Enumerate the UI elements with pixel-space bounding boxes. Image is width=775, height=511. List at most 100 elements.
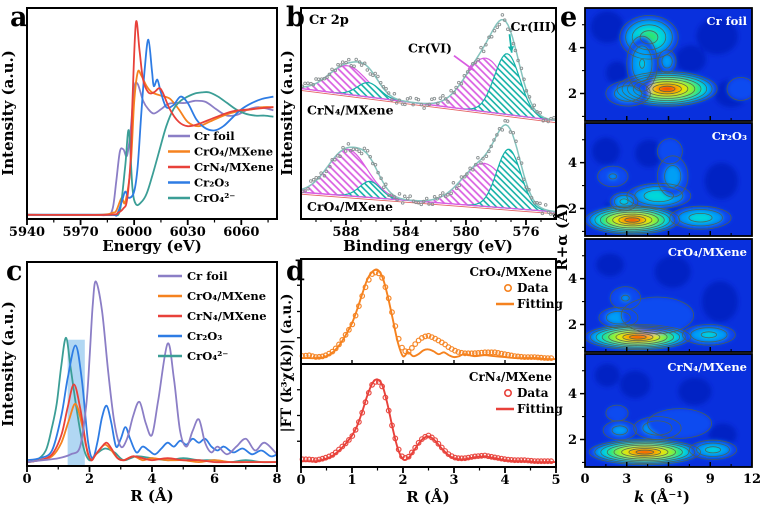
subpanel-CrN₄/MXene xyxy=(297,378,556,465)
svg-text:1: 1 xyxy=(347,473,356,488)
wavelet-map-CrN₄/MXene xyxy=(585,354,752,467)
svg-text:0: 0 xyxy=(296,473,305,488)
svg-text:8: 8 xyxy=(272,472,281,487)
svg-text:584: 584 xyxy=(392,225,419,240)
svg-text:Fitting: Fitting xyxy=(517,297,563,311)
series-Cr₂O₃ xyxy=(27,38,274,217)
svg-text:Cr₂O₃: Cr₂O₃ xyxy=(712,129,747,143)
xanes-series xyxy=(27,20,274,217)
svg-text:Cr₂O₃: Cr₂O₃ xyxy=(194,176,229,190)
svg-text:R+α (Å): R+α (Å) xyxy=(553,203,571,271)
panel-letter-e: e xyxy=(560,2,578,33)
contour-lines xyxy=(605,15,752,107)
svg-text:CrN₄/MXene: CrN₄/MXene xyxy=(307,102,394,117)
panel-b-xps-chart: CrN₄/MXene CrO₄/MXene Cr(VI) Cr(III) Cr 2p 58… xyxy=(278,7,557,255)
svg-text:Cr₂O₃: Cr₂O₃ xyxy=(187,329,222,343)
svg-text:4: 4 xyxy=(568,387,577,402)
panel-c-exafs-chart: 0 2 4 6 8 R (Å) Intensity (a.u.) Cr foil CrO₄/MX… xyxy=(0,261,282,505)
svg-text:Fitting: Fitting xyxy=(517,402,563,416)
svg-text:2: 2 xyxy=(568,202,577,217)
svg-text:CrN₄/MXene: CrN₄/MXene xyxy=(187,309,267,323)
contour-lines xyxy=(585,286,736,351)
svg-text:CrO₄²⁻: CrO₄²⁻ xyxy=(194,191,235,205)
contour-lines xyxy=(585,138,732,235)
svg-text:576: 576 xyxy=(512,225,539,240)
wavelet-map-Cr foil xyxy=(585,8,752,121)
svg-text:2: 2 xyxy=(398,473,407,488)
wavelet-map-CrO₄/MXene xyxy=(585,239,752,352)
svg-text:5940: 5940 xyxy=(9,225,45,240)
svg-text:Cr foil: Cr foil xyxy=(706,14,747,28)
svg-text:0: 0 xyxy=(580,472,589,487)
svg-text:CrO₄/MXene: CrO₄/MXene xyxy=(307,199,393,214)
svg-text:588: 588 xyxy=(332,225,359,240)
svg-text:12: 12 xyxy=(743,472,761,487)
xps-spectra xyxy=(301,13,556,217)
svg-text:Cr(VI): Cr(VI) xyxy=(408,41,452,56)
fit-line xyxy=(300,378,556,464)
svg-text:Cr foil: Cr foil xyxy=(187,269,228,283)
svg-text:0: 0 xyxy=(22,472,31,487)
series-Cr₂O₃ xyxy=(27,344,277,462)
svg-text:Cr foil: Cr foil xyxy=(194,129,235,143)
panel-a-xanes-chart: 5940 5970 6000 6030 6060 Energy (eV) Intensity… xyxy=(0,7,278,255)
peak-cr-vi-2p1-2 xyxy=(301,64,411,103)
svg-text:3: 3 xyxy=(622,472,631,487)
series-CrN₄/MXene xyxy=(27,383,277,464)
x-tick-labels: 0 3 6 9 12 xyxy=(580,472,761,487)
series-CrO₄²⁻ xyxy=(27,91,274,217)
xps-raw-data xyxy=(301,119,556,217)
svg-text:CrO₄/MXene: CrO₄/MXene xyxy=(469,265,552,279)
svg-text:4: 4 xyxy=(500,473,509,488)
legend-CrO₄/MXene: CrO₄/MXene Data Fitting xyxy=(469,265,563,311)
svg-text:Intensity (a.u.): Intensity (a.u.) xyxy=(0,50,17,176)
svg-text:6: 6 xyxy=(664,472,673,487)
legend-CrN₄/MXene: CrN₄/MXene Data Fitting xyxy=(469,370,564,416)
panel-d-fitting-chart: CrO₄/MXene Data Fitting CrN₄/MXene Data Fitti… xyxy=(279,258,563,506)
svg-text:4: 4 xyxy=(568,272,577,287)
svg-text:Cr(III): Cr(III) xyxy=(511,19,557,34)
svg-text:CrO₄/MXene: CrO₄/MXene xyxy=(668,245,747,259)
svg-text:2: 2 xyxy=(568,87,577,102)
fit-line xyxy=(301,268,557,361)
svg-text:2: 2 xyxy=(85,472,94,487)
x-tick-labels: 588 584 580 576 xyxy=(332,225,539,240)
x-tick-labels: 0 1 2 3 4 5 xyxy=(296,473,560,488)
x-axis-label: k (Å⁻¹) xyxy=(634,488,690,506)
panel-letter-a: a xyxy=(10,2,28,33)
panel-letter-c: c xyxy=(6,256,23,287)
series-CrN₄/MXene xyxy=(27,20,274,216)
data-circles xyxy=(299,269,555,361)
wavelet-map-Cr₂O₃ xyxy=(585,123,752,236)
svg-text:Cr 2p: Cr 2p xyxy=(309,13,349,28)
svg-text:CrN₄/MXene: CrN₄/MXene xyxy=(667,360,747,374)
series-Cr foil xyxy=(27,280,277,463)
svg-text:4: 4 xyxy=(147,472,156,487)
panel-e-wavelet-chart: Cr foil 2 4 Cr₂O₃ 2 4 CrO₄/MXene 2 4 CrN₄/MXene 2 4… xyxy=(553,7,761,506)
svg-text:Data: Data xyxy=(517,281,549,295)
svg-text:CrO₄²⁻: CrO₄²⁻ xyxy=(187,349,228,363)
svg-text:CrO₄/MXene: CrO₄/MXene xyxy=(187,289,266,303)
svg-text:Intensity (a.u.): Intensity (a.u.) xyxy=(0,301,17,427)
svg-text:6030: 6030 xyxy=(170,225,206,240)
x-tick-labels: 5940 5970 6000 6030 6060 xyxy=(9,225,259,240)
svg-text:5970: 5970 xyxy=(62,225,98,240)
svg-text:2: 2 xyxy=(568,318,577,333)
svg-text:9: 9 xyxy=(706,472,715,487)
svg-text:CrN₄/MXene: CrN₄/MXene xyxy=(469,370,552,384)
svg-text:580: 580 xyxy=(452,225,479,240)
peak-cr-iii-2p1-2 xyxy=(329,81,407,103)
xps-raw-data xyxy=(301,13,556,124)
svg-text:|FT (k³χ(k))| (a.u.): |FT (k³χ(k))| (a.u.) xyxy=(279,294,295,433)
svg-text:4: 4 xyxy=(568,156,577,171)
svg-text:Binding energy (eV): Binding energy (eV) xyxy=(343,237,513,255)
svg-text:5: 5 xyxy=(551,473,560,488)
subpanel-CrO₄/MXene xyxy=(297,268,557,361)
svg-text:4: 4 xyxy=(568,41,577,56)
spectrum-CrO₄/MXene xyxy=(301,119,556,217)
peak-cr-iii-2p3-2 xyxy=(463,53,551,121)
series-CrO₄/MXene xyxy=(27,69,274,216)
svg-text:Energy (eV): Energy (eV) xyxy=(102,237,202,255)
